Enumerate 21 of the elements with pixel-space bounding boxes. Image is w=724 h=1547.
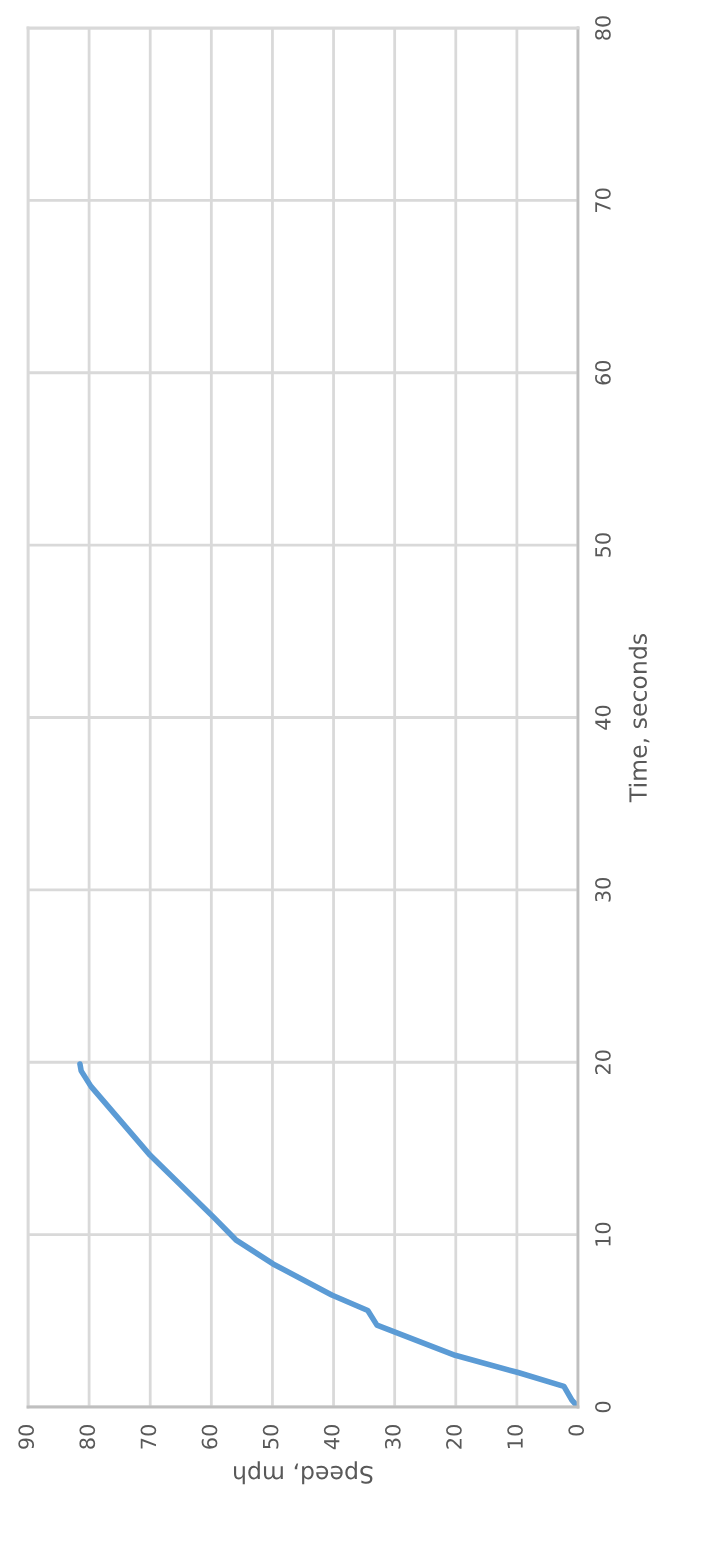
x-tick-label: 60 xyxy=(201,1425,218,1449)
x-tick-label: 90 xyxy=(18,1425,35,1449)
x-tick-label: 20 xyxy=(446,1425,462,1449)
y-tick-label: 0 xyxy=(595,1401,611,1413)
y-tick-label: 40 xyxy=(595,705,611,730)
y-axis-title: Time, seconds xyxy=(628,634,650,803)
x-tick-label: 0 xyxy=(568,1425,585,1436)
x-tick-label: 70 xyxy=(140,1425,157,1449)
x-axis-title: Speed, mph xyxy=(234,1461,373,1485)
x-tick-label: 80 xyxy=(79,1425,96,1449)
x-tick-label: 40 xyxy=(323,1425,340,1450)
y-tick-label: 20 xyxy=(595,1050,611,1074)
y-tick-label: 10 xyxy=(595,1222,611,1246)
y-tick-label: 80 xyxy=(595,16,611,40)
x-tick-label: 30 xyxy=(384,1425,401,1449)
y-tick-label: 60 xyxy=(595,360,611,385)
y-tick-label: 30 xyxy=(595,878,611,902)
x-tick-label: 50 xyxy=(262,1425,279,1449)
y-tick-label: 50 xyxy=(595,533,611,557)
x-tick-label: 10 xyxy=(507,1425,523,1448)
y-tick-label: 70 xyxy=(595,188,611,212)
